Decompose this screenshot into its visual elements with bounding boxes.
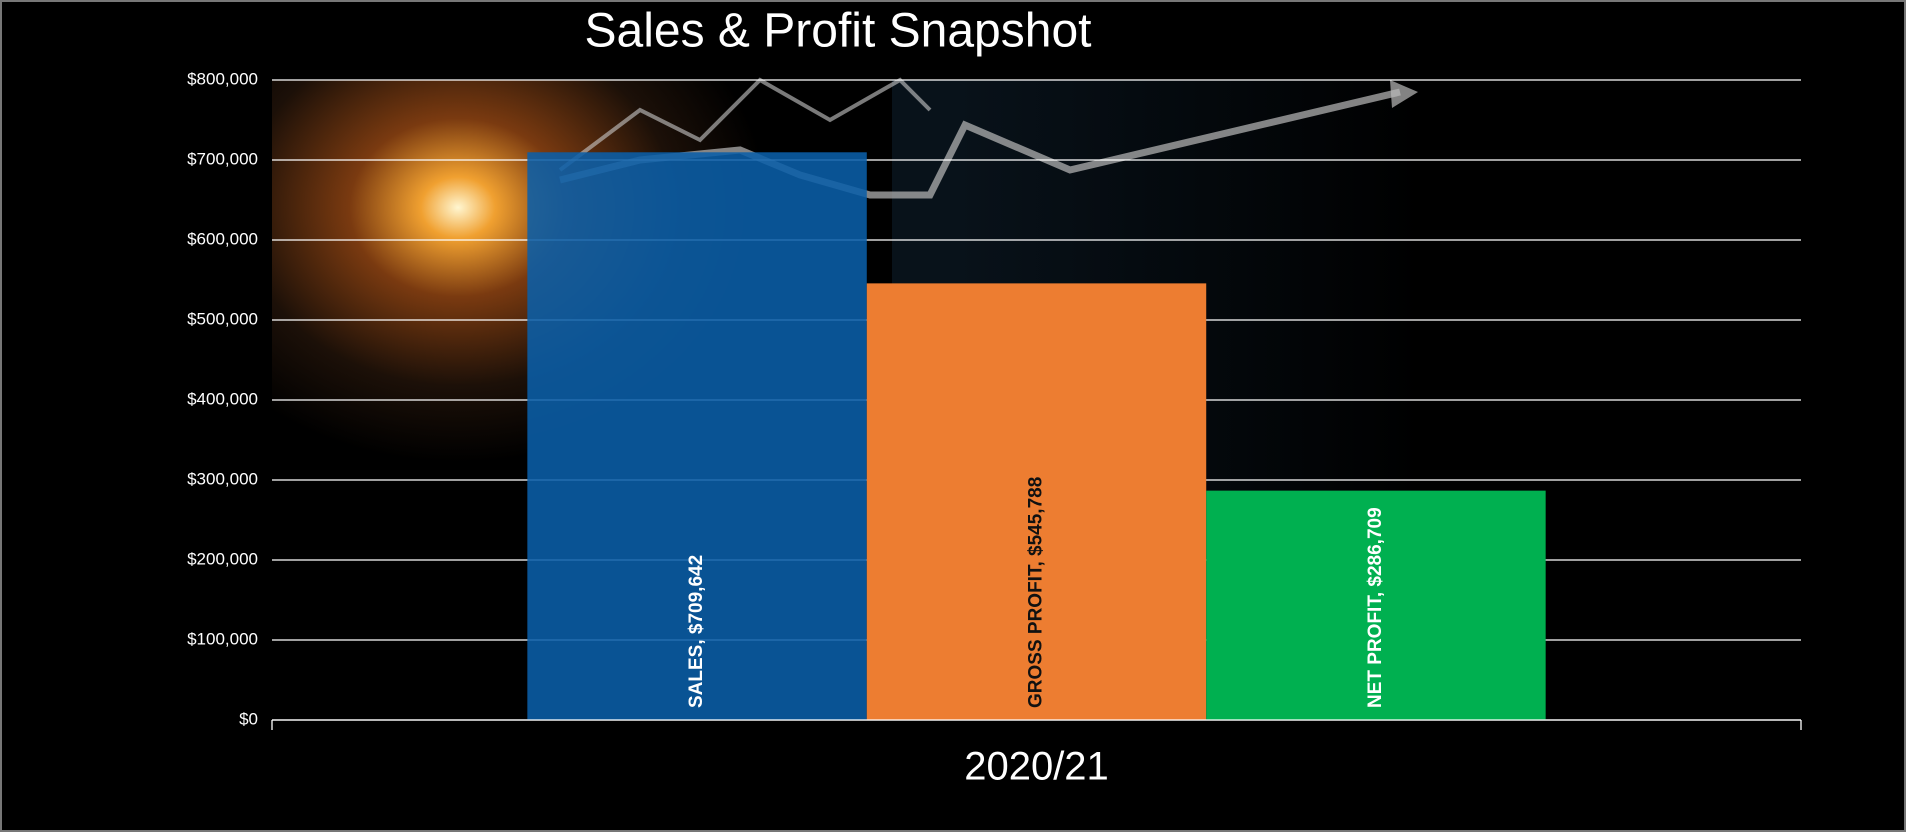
y-tick-label: $600,000 [187, 229, 258, 248]
value-label: $545,788 [1026, 477, 1047, 556]
y-tick-label: $700,000 [187, 149, 258, 168]
value-label: $709,642 [686, 555, 707, 634]
series-name: SALES [686, 645, 707, 708]
y-tick-label: $800,000 [187, 69, 258, 88]
y-tick-label: $500,000 [187, 309, 258, 328]
value-label: $286,709 [1365, 507, 1386, 586]
chart-title: Sales & Profit Snapshot [585, 5, 1092, 58]
data-label: GROSS PROFIT, $545,788 [1026, 477, 1047, 708]
data-label: SALES, $709,642 [686, 555, 707, 708]
y-tick-label: $200,000 [187, 549, 258, 568]
y-tick-label: $300,000 [187, 469, 258, 488]
series-name: GROSS PROFIT [1026, 564, 1047, 708]
bar [527, 152, 867, 721]
x-tick-label: 2020/21 [964, 745, 1109, 789]
bars: SALES, $709,642 GROSS PROFIT, $545,788 NET… [527, 152, 1546, 721]
y-tick-label: $400,000 [187, 389, 258, 408]
series-name: NET PROFIT [1365, 595, 1386, 708]
y-tick-label: $100,000 [187, 629, 258, 648]
bar [866, 283, 1207, 720]
data-label: NET PROFIT, $286,709 [1365, 507, 1386, 708]
bar [1206, 490, 1546, 720]
y-tick-label: $0 [239, 709, 258, 728]
